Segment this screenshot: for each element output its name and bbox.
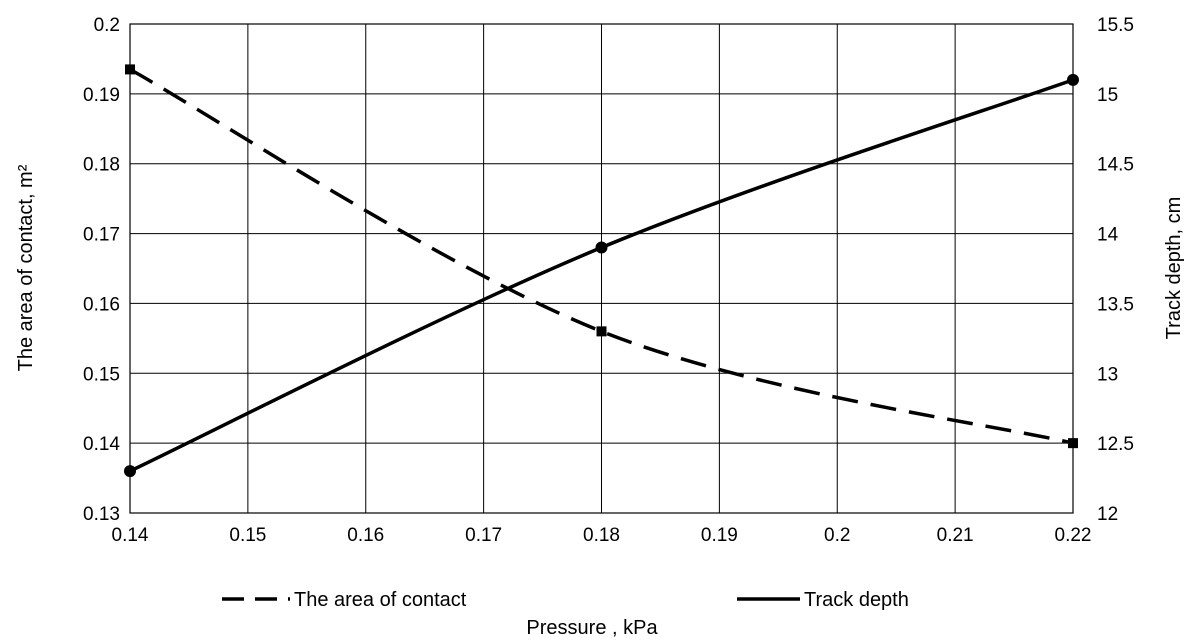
x-tick-label: 0.14: [112, 525, 149, 546]
y-left-tick-label: 0.17: [83, 225, 120, 246]
tick-labels: 0.14 0.15 0.16 0.17 0.18 0.19 0.2 0.21 0.220.130…: [83, 15, 1134, 546]
x-tick-label: 0.22: [1055, 525, 1092, 546]
grid: [129, 23, 1074, 514]
plot-frame: [129, 23, 1074, 514]
x-tick-label: 0.19: [701, 525, 738, 546]
y-right-tick-label: 14: [1097, 225, 1119, 246]
y-left-tick-label: 0.2: [94, 15, 120, 36]
y-right-tick-label: 14.5: [1097, 155, 1134, 176]
y-axis-left-label: The area of contact, m²: [15, 164, 37, 371]
y-right-tick-label: 13: [1097, 364, 1118, 385]
y-left-tick-label: 0.16: [83, 294, 120, 315]
y-left-tick-label: 0.18: [83, 155, 120, 176]
data-point-the-area-of-contact: [1068, 438, 1078, 449]
x-tick-label: 0.16: [347, 525, 384, 546]
y-right-tick-label: 15: [1097, 85, 1118, 106]
data-point-the-area-of-contact: [125, 64, 135, 75]
x-tick-label: 0.17: [465, 525, 502, 546]
y-right-tick-label: 12.5: [1097, 434, 1134, 455]
data-point-track-depth: [1067, 73, 1079, 86]
data-point-track-depth: [124, 465, 136, 478]
x-tick-label: 0.2: [824, 525, 850, 546]
y-right-tick-label: 15.5: [1097, 15, 1134, 36]
legend-label-track-depth: Track depth: [804, 589, 909, 611]
y-left-tick-label: 0.15: [83, 364, 120, 385]
x-tick-label: 0.21: [937, 525, 974, 546]
y-axis-right-label: Track depth, cm: [1163, 197, 1185, 340]
series-line-the-area-of-contact: [129, 67, 1074, 445]
y-left-tick-label: 0.13: [83, 504, 120, 525]
series-layer: [124, 64, 1079, 478]
y-right-tick-label: 12: [1097, 504, 1118, 525]
x-tick-label: 0.18: [583, 525, 620, 546]
data-point-the-area-of-contact: [596, 326, 607, 337]
data-point-track-depth: [595, 241, 608, 254]
y-left-tick-label: 0.14: [83, 434, 120, 455]
x-tick-label: 0.15: [229, 525, 266, 546]
legend: The area of contact Track depth: [222, 589, 909, 611]
legend-label-area-of-contact: The area of contact: [294, 589, 467, 611]
y-right-tick-label: 13.5: [1097, 294, 1134, 315]
x-axis-label: Pressure , kPa: [526, 617, 658, 639]
y-left-tick-label: 0.19: [83, 85, 120, 106]
